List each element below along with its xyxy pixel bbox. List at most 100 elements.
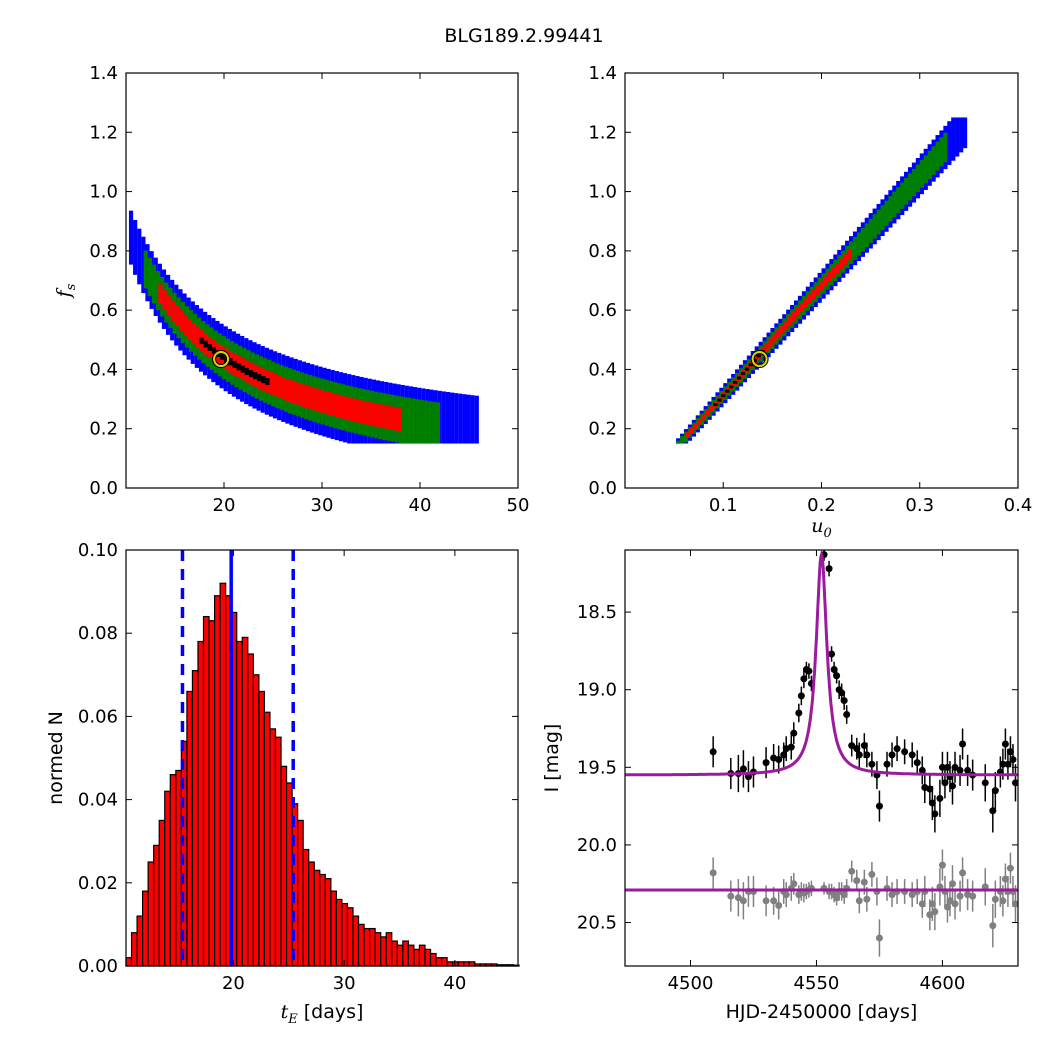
confidence-region-3sigma bbox=[137, 228, 142, 285]
confidence-region-1sigma bbox=[195, 326, 200, 348]
histogram-bar bbox=[202, 615, 210, 967]
y-tick-label: 0.04 bbox=[78, 790, 118, 811]
confidence-region-core bbox=[744, 367, 750, 371]
histogram-bar bbox=[175, 769, 182, 967]
x-axis-label-unit: [days] bbox=[298, 1001, 364, 1023]
confidence-region-2sigma bbox=[868, 218, 873, 243]
confidence-region-1sigma bbox=[372, 402, 377, 427]
histogram-bar bbox=[213, 595, 221, 967]
confidence-region-1sigma bbox=[298, 383, 303, 406]
data-point bbox=[931, 810, 939, 818]
confidence-region-1sigma bbox=[273, 373, 278, 397]
x-tick-label: 0.1 bbox=[709, 495, 738, 516]
data-point bbox=[795, 709, 803, 717]
confidence-region-core bbox=[729, 385, 734, 389]
data-point bbox=[991, 787, 999, 795]
histogram-bar bbox=[374, 932, 382, 967]
data-point bbox=[797, 692, 805, 700]
confidence-region-2sigma bbox=[155, 270, 161, 311]
confidence-region-2sigma bbox=[915, 164, 921, 192]
data-point bbox=[833, 672, 841, 680]
residual-point bbox=[853, 877, 861, 885]
histogram-bar bbox=[308, 861, 315, 967]
confidence-region-2sigma bbox=[880, 205, 885, 231]
confidence-region-2sigma bbox=[892, 191, 897, 218]
x-axis-label: HJD-2450000 [days] bbox=[726, 1001, 918, 1023]
residual-point bbox=[709, 869, 717, 877]
data-point bbox=[875, 802, 883, 810]
histogram-bar bbox=[208, 620, 216, 967]
residual-point bbox=[991, 895, 999, 903]
confidence-region-1sigma bbox=[376, 403, 381, 428]
confidence-region-2sigma bbox=[943, 132, 948, 163]
data-point bbox=[928, 799, 936, 807]
histogram-bar bbox=[440, 957, 448, 967]
x-tick-label: 40 bbox=[443, 973, 466, 994]
data-point bbox=[989, 807, 997, 815]
data-point bbox=[956, 766, 964, 774]
residual-point bbox=[860, 878, 868, 886]
residual-point bbox=[1011, 900, 1018, 908]
residual-point bbox=[875, 934, 883, 942]
y-tick-label: 0.2 bbox=[588, 419, 617, 440]
confidence-region-1sigma bbox=[392, 407, 398, 431]
confidence-region-3sigma bbox=[951, 117, 956, 161]
confidence-region-3sigma bbox=[959, 117, 964, 153]
residual-point bbox=[734, 894, 742, 902]
y-tick-label: 0.00 bbox=[78, 956, 118, 977]
confidence-region-2sigma bbox=[935, 141, 940, 171]
histogram-bar bbox=[407, 944, 415, 967]
y-tick-label: 20.0 bbox=[577, 835, 617, 856]
data-point bbox=[840, 697, 848, 705]
confidence-region-2sigma bbox=[852, 236, 858, 260]
confidence-region-2sigma bbox=[864, 223, 869, 248]
x-tick-label: 4600 bbox=[920, 973, 966, 994]
confidence-region-3sigma bbox=[449, 392, 455, 444]
confidence-region-1sigma bbox=[784, 320, 789, 330]
y-axis-label: I [mag] bbox=[541, 724, 563, 793]
data-point bbox=[951, 763, 959, 771]
confidence-region-2sigma bbox=[680, 436, 685, 444]
confidence-region-2sigma bbox=[888, 196, 893, 222]
y-tick-label: 0.0 bbox=[588, 478, 617, 499]
data-point bbox=[805, 667, 813, 675]
y-tick-label: 1.2 bbox=[588, 122, 617, 143]
histogram-bar bbox=[463, 961, 470, 967]
residual-point bbox=[790, 880, 798, 888]
histogram-bar bbox=[219, 582, 227, 967]
confidence-region-1sigma bbox=[380, 404, 385, 428]
confidence-region-core bbox=[265, 377, 270, 386]
data-point bbox=[830, 666, 838, 674]
histogram-bar bbox=[158, 819, 166, 967]
confidence-region-core bbox=[752, 358, 757, 362]
confidence-region-1sigma bbox=[191, 322, 196, 344]
confidence-region-1sigma bbox=[290, 380, 295, 403]
best-fit-marker-ring bbox=[751, 351, 768, 368]
confidence-region-1sigma bbox=[397, 407, 402, 432]
confidence-region-core bbox=[717, 398, 722, 402]
residual-point bbox=[762, 897, 770, 905]
data-point bbox=[868, 760, 876, 768]
data-point bbox=[981, 779, 989, 787]
data-point bbox=[1011, 779, 1018, 787]
confidence-region-3sigma bbox=[133, 220, 138, 275]
x-tick-label: 0.4 bbox=[1004, 495, 1033, 516]
x-tick-label: 20 bbox=[222, 973, 245, 994]
panel-light-curve: 4500 4550 4600 18.5 19.0 19.5 20.0 20.5 HJD-2450… bbox=[541, 549, 1019, 1023]
data-point bbox=[1001, 740, 1009, 748]
confidence-region-1sigma bbox=[843, 254, 848, 265]
histogram-bar bbox=[319, 873, 326, 967]
data-point bbox=[838, 689, 846, 697]
confidence-region-3sigma bbox=[947, 121, 952, 165]
residual-point bbox=[931, 908, 939, 916]
residual-point bbox=[855, 897, 863, 905]
histogram-bar bbox=[357, 923, 365, 967]
residual-point bbox=[959, 869, 967, 877]
data-point bbox=[999, 760, 1007, 768]
histogram-bar bbox=[191, 670, 199, 967]
confidence-region-2sigma bbox=[896, 187, 901, 214]
x-axis-label: tE [days] bbox=[281, 1001, 364, 1027]
confidence-region-1sigma bbox=[764, 343, 769, 351]
data-point bbox=[913, 759, 921, 767]
y-tick-label: 1.0 bbox=[588, 182, 617, 203]
